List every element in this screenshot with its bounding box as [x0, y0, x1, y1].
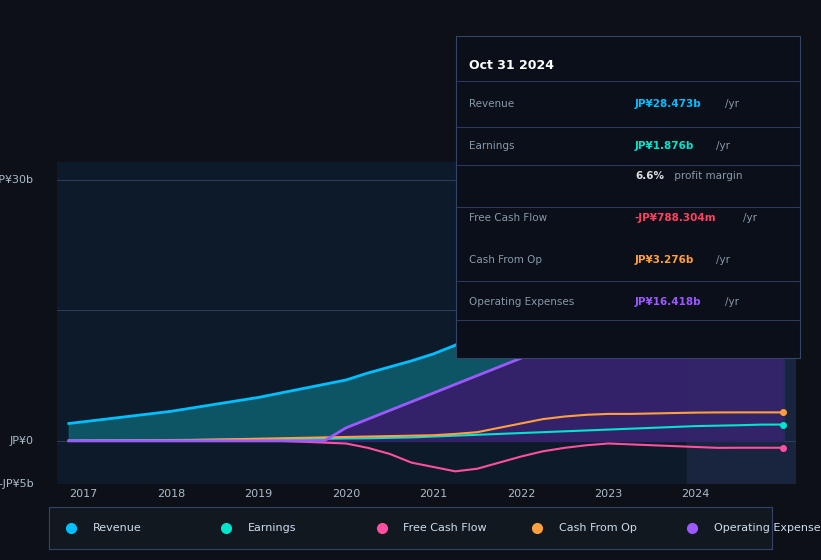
Text: /yr: /yr: [742, 213, 756, 223]
Text: Operating Expenses: Operating Expenses: [470, 297, 575, 307]
Text: JP¥0: JP¥0: [10, 436, 34, 446]
Text: /yr: /yr: [716, 141, 730, 151]
Text: JP¥30b: JP¥30b: [0, 175, 34, 185]
Text: /yr: /yr: [716, 255, 730, 265]
Text: Revenue: Revenue: [470, 99, 515, 109]
Text: Cash From Op: Cash From Op: [470, 255, 543, 265]
Text: profit margin: profit margin: [671, 171, 742, 181]
Text: Operating Expenses: Operating Expenses: [714, 523, 821, 533]
Text: Earnings: Earnings: [470, 141, 515, 151]
Text: -JP¥5b: -JP¥5b: [0, 479, 34, 489]
Text: /yr: /yr: [725, 297, 739, 307]
Text: JP¥3.276b: JP¥3.276b: [635, 255, 695, 265]
Text: JP¥28.473b: JP¥28.473b: [635, 99, 702, 109]
Bar: [687, 162, 810, 484]
Text: Oct 31 2024: Oct 31 2024: [470, 59, 554, 72]
Text: 6.6%: 6.6%: [635, 171, 664, 181]
Text: -JP¥788.304m: -JP¥788.304m: [635, 213, 717, 223]
Text: Earnings: Earnings: [248, 523, 296, 533]
Text: JP¥1.876b: JP¥1.876b: [635, 141, 695, 151]
Text: Cash From Op: Cash From Op: [558, 523, 636, 533]
Text: Revenue: Revenue: [93, 523, 141, 533]
Text: Free Cash Flow: Free Cash Flow: [403, 523, 487, 533]
Text: /yr: /yr: [725, 99, 739, 109]
Text: JP¥16.418b: JP¥16.418b: [635, 297, 702, 307]
Text: Free Cash Flow: Free Cash Flow: [470, 213, 548, 223]
